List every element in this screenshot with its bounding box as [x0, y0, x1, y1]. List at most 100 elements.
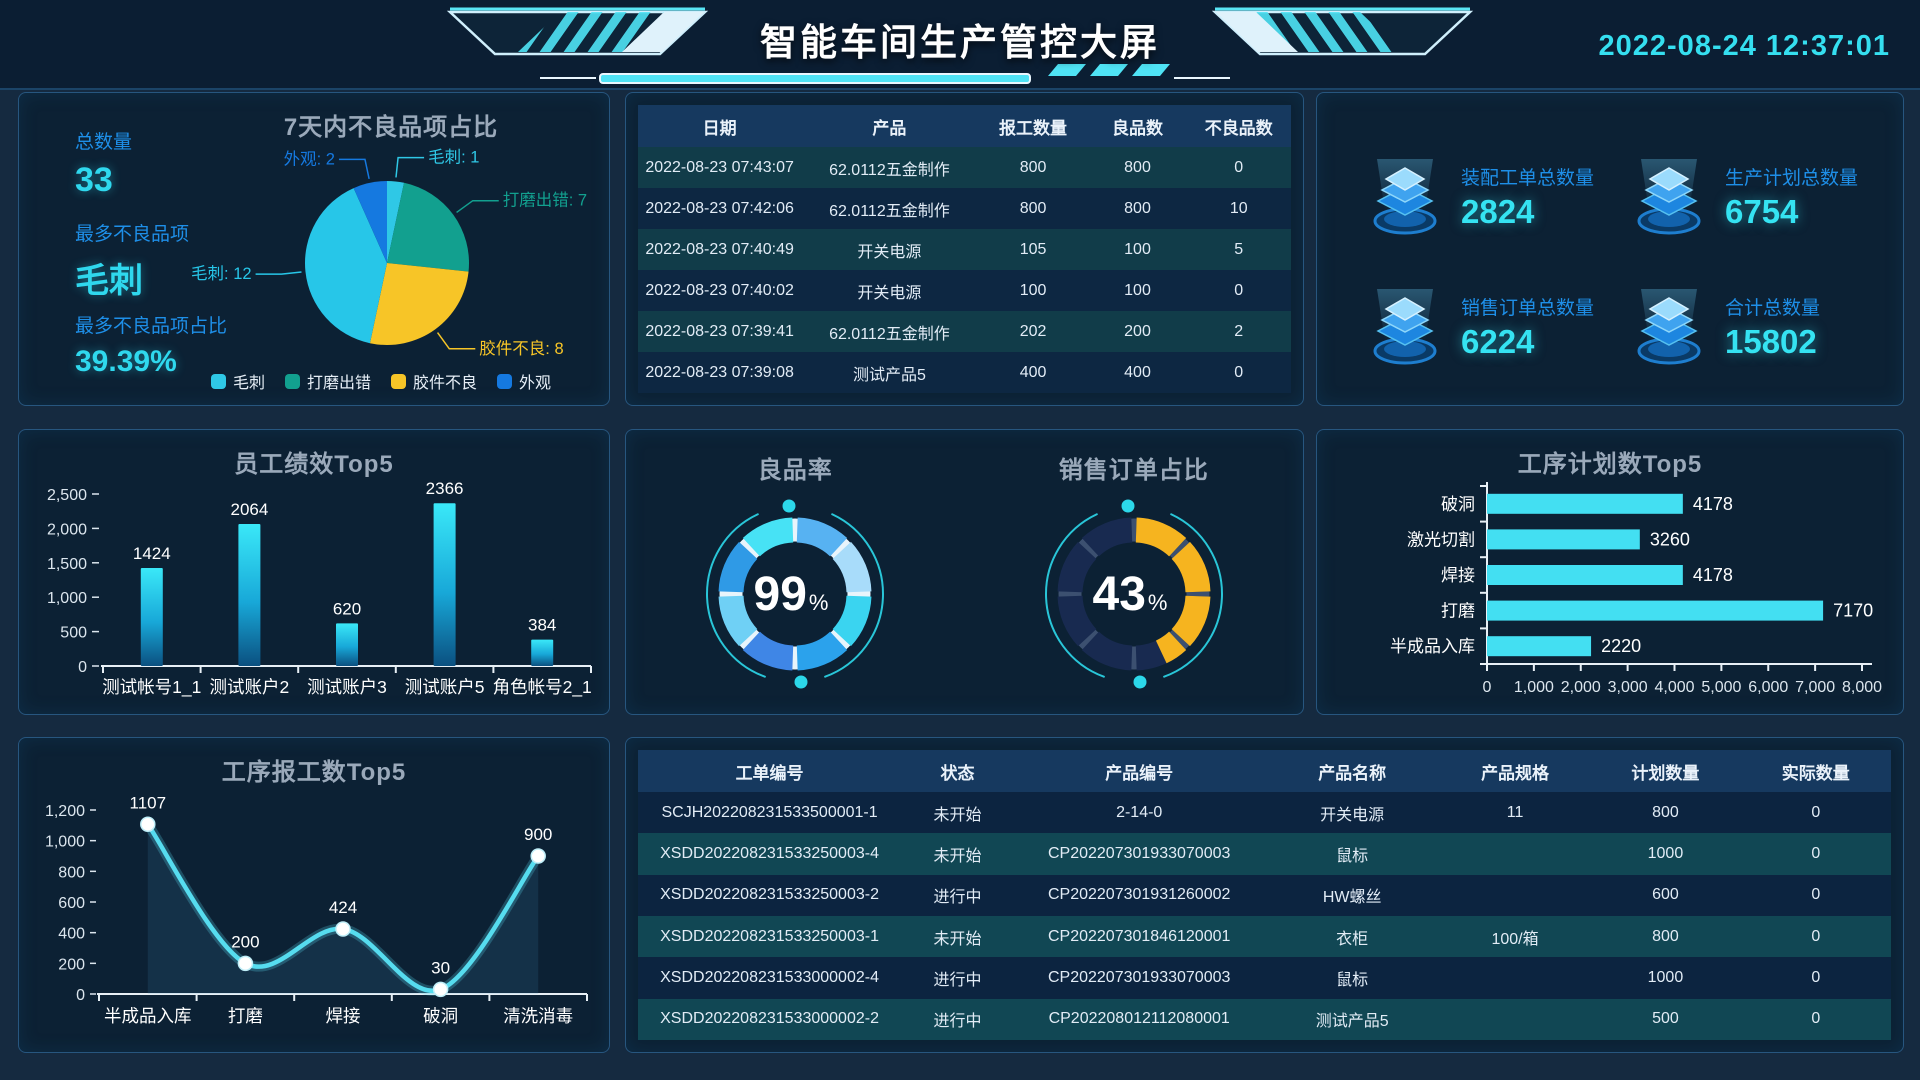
pie-label-line [395, 156, 425, 178]
gauge-value: 99% [754, 568, 829, 621]
report-cell: 2022-08-23 07:40:49 [645, 240, 794, 258]
stat-card-value: 2824 [1461, 193, 1535, 230]
stat-card-label: 装配工单总数量 [1461, 168, 1595, 189]
report-cell: 800 [1019, 158, 1047, 176]
stat-top-ratio: 最多不良品项占比 39.39% [75, 311, 227, 379]
bar-value: 620 [333, 599, 361, 618]
stat-card: 合计总数量 15802 [1627, 285, 1899, 381]
order-cell: 2-14-0 [1116, 803, 1163, 821]
order-cell [1440, 875, 1590, 916]
y-tick-label: 1,000 [47, 590, 87, 607]
bar [531, 639, 554, 666]
report-cell: 62.0112五金制作 [829, 202, 950, 220]
defect-pie-chart: 毛刺: 1 打磨出错: 7 胶件不良: 8 毛刺: 12 外观: 2 [191, 148, 587, 358]
order-cell: CP202207301933070003 [1047, 844, 1231, 862]
y-tick-label: 500 [60, 625, 87, 642]
x-category-label: 角色帐号2_1 [493, 677, 592, 698]
y-category-label: 激光切割 [1407, 530, 1475, 549]
legend-item[interactable]: 胶件不良 [391, 369, 477, 393]
bar-value: 3260 [1650, 529, 1690, 549]
report-cell: 100 [1124, 240, 1151, 258]
stat-card-label: 生产计划总数量 [1725, 168, 1859, 189]
point-value: 424 [329, 898, 357, 917]
legend-item[interactable]: 外观 [497, 369, 551, 393]
stat-card-value: 6754 [1725, 193, 1799, 230]
bar-value: 4178 [1693, 565, 1733, 585]
order-cell: CP202207301931260002 [1047, 886, 1231, 904]
panel-report-table: 日期 产品 报工数量 良品数 不良品数 2022-08-23 07:43:07 62.011… [625, 92, 1304, 406]
data-point [140, 816, 156, 833]
y-tick-label: 1,000 [45, 834, 85, 851]
stat-card-value: 15802 [1725, 323, 1817, 360]
report-cell: 测试产品5 [852, 366, 926, 384]
column-header: 日期 [638, 105, 802, 147]
layers-icon [1363, 155, 1447, 244]
stat-card-value: 6224 [1461, 323, 1535, 360]
stat-top-defect-label: 最多不良品项 [75, 224, 190, 245]
order-cell: 0 [1811, 803, 1821, 821]
panel-gauges: 良品率 99% 销售订单占比 43% [625, 429, 1304, 715]
pie-label: 胶件不良: 8 [479, 339, 563, 358]
panel-defect-ratio: 7天内不良品项占比 总数量 33 最多不良品项 毛刺 最多不良品项占比 39.3… [18, 92, 610, 406]
panel-process-report: 工序报工数Top5 0 200 400 600 800 1,000 1,200 1107 半成品… [18, 737, 610, 1053]
report-cell: 5 [1234, 240, 1244, 258]
report-row: 2022-08-23 07:43:07 62.0112五金制作 800 800 0 [638, 147, 1291, 188]
legend-item[interactable]: 毛刺 [210, 369, 265, 393]
x-category-label: 测试账户5 [405, 677, 485, 697]
order-cell: HW螺丝 [1322, 889, 1382, 907]
legend-swatch [497, 373, 513, 389]
bar [1487, 600, 1824, 621]
gauge-value: 43% [1092, 568, 1167, 621]
data-point [335, 921, 351, 937]
order-cell: 500 [1652, 1010, 1679, 1028]
x-tick-label: 0 [1483, 679, 1492, 696]
pie-legend: 毛刺 打磨出错 胶件不良 外观 [169, 369, 593, 393]
bar-value: 4178 [1693, 494, 1733, 514]
report-cell: 800 [1124, 199, 1151, 217]
x-tick-label: 1,000 [1514, 679, 1554, 696]
performance-bar-chart: 0 500 1,000 1,500 2,000 2,500 1424 测试帐号1_1 2064 测… [47, 479, 592, 698]
order-row: SCJH202208231533500001-1 未开始 2-14-0 开关电源 11 8… [638, 792, 1891, 834]
panel-process-plan: 工序计划数Top5 0 1,000 2,000 3,000 4,000 5,000 6,00… [1316, 429, 1904, 715]
order-table: 工单编号 状态 产品编号 产品名称 产品规格 计划数量 实际数量 SCJH2022082315… [638, 750, 1891, 1040]
order-cell: XSDD202208231533250003-1 [660, 927, 879, 945]
order-cell: 未开始 [933, 930, 982, 948]
report-cell: 0 [1234, 158, 1244, 176]
header: 智能车间生产管控大屏 2022-08-24 12:37:01 [0, 0, 1920, 90]
column-header: 不良品数 [1186, 105, 1291, 147]
panel-title-performance: 员工绩效Top5 [234, 451, 394, 478]
report-cell: 100 [1124, 281, 1151, 299]
pie-slice [387, 182, 469, 272]
stat-card: 销售订单总数量 6224 [1363, 285, 1635, 381]
legend-item[interactable]: 打磨出错 [284, 369, 371, 393]
report-cell: 105 [1019, 240, 1047, 258]
order-cell: 800 [1652, 927, 1679, 945]
stat-top-ratio-value: 39.39% [75, 345, 177, 378]
column-header: 良品数 [1088, 105, 1187, 147]
bar [140, 568, 163, 666]
column-header: 产品编号 [1013, 750, 1265, 792]
y-tick-label: 400 [58, 926, 85, 943]
x-tick-label: 8,000 [1842, 679, 1882, 696]
data-point [237, 955, 254, 972]
column-header: 实际数量 [1740, 750, 1891, 792]
layers-icon [1363, 285, 1447, 374]
column-header: 产品名称 [1264, 750, 1440, 792]
pie-label-line [436, 332, 476, 350]
order-cell: CP202207301846120001 [1047, 927, 1231, 945]
gauge-chart: 99% [706, 499, 885, 689]
order-header-row: 工单编号 状态 产品编号 产品名称 产品规格 计划数量 实际数量 [638, 750, 1891, 792]
layers-icon [1627, 155, 1711, 244]
page-title: 智能车间生产管控大屏 [760, 22, 1160, 63]
legend-label: 外观 [519, 375, 552, 392]
pie-slice [305, 188, 387, 344]
report-row: 2022-08-23 07:40:02 开关电源 100 100 0 [638, 270, 1291, 311]
column-header: 产品规格 [1439, 750, 1591, 792]
gauge-title: 销售订单占比 [1058, 457, 1209, 484]
report-row: 2022-08-23 07:39:08 测试产品5 400 400 0 [638, 352, 1291, 393]
point-value: 30 [431, 958, 450, 977]
order-cell [1440, 999, 1590, 1040]
gauge-title: 良品率 [757, 457, 833, 484]
report-row: 2022-08-23 07:39:41 62.0112五金制作 202 200 2 [638, 311, 1291, 352]
legend-swatch [210, 373, 226, 389]
